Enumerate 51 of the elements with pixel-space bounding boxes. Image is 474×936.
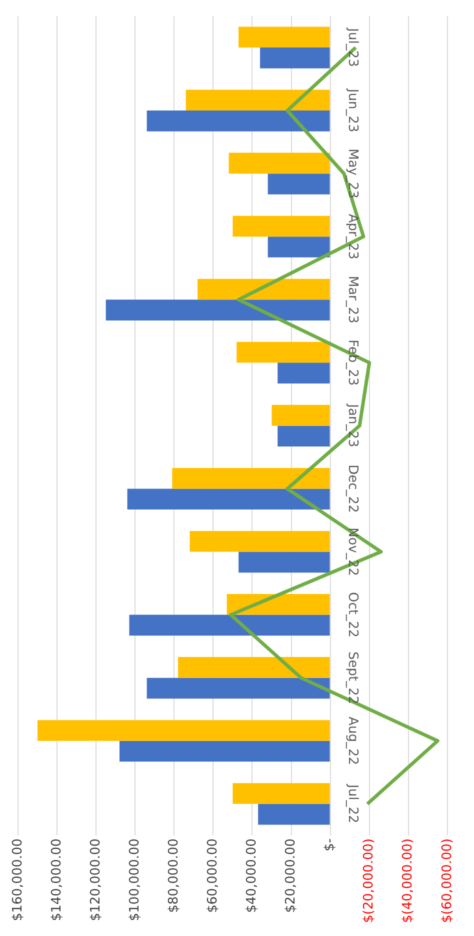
y-tick-label: Sept_22	[344, 652, 360, 704]
y-tick-label: May_23	[344, 148, 360, 199]
bar	[178, 657, 330, 678]
y-tick-label: Apr_23	[344, 214, 360, 260]
y-tick-label: Nov_22	[344, 528, 360, 576]
bar	[268, 236, 330, 258]
bar	[238, 552, 330, 573]
x-tick-label: $(60,000.00)	[440, 838, 455, 923]
bar	[268, 174, 330, 194]
bar	[232, 783, 330, 804]
x-tick-label: $(20,000.00)	[362, 838, 377, 923]
bar	[278, 426, 330, 447]
bar	[238, 26, 330, 48]
bar	[198, 278, 330, 300]
x-tick-label: $160,000.00	[10, 838, 26, 922]
bar	[228, 152, 330, 174]
bar	[106, 300, 330, 320]
x-tick-label: $140,000.00	[49, 838, 64, 922]
bar	[129, 614, 330, 636]
bar	[272, 404, 330, 426]
x-tick-label: $80,000.00	[166, 838, 182, 913]
x-tick-label: $(40,000.00)	[400, 838, 416, 923]
y-tick-label: Dec_22	[344, 464, 360, 513]
bar	[232, 216, 330, 237]
x-tick-label: $120,000.00	[88, 838, 104, 922]
bar	[226, 594, 330, 615]
bar	[278, 362, 330, 384]
bar	[127, 488, 330, 510]
x-tick-label: $-	[322, 838, 338, 852]
y-tick-label: Jul_23	[344, 27, 360, 67]
y-tick-label: Jan_23	[344, 403, 360, 448]
bar	[236, 342, 330, 363]
bar	[172, 468, 330, 489]
y-tick-label: Aug_22	[344, 716, 360, 766]
bar	[146, 678, 330, 699]
x-tick-label: $60,000.00	[206, 838, 221, 913]
bar	[258, 804, 330, 825]
y-tick-label: Oct_22	[344, 592, 360, 638]
bar	[119, 740, 330, 762]
y-tick-label: Jun_23	[344, 88, 360, 132]
y-tick-label: Jul_22	[344, 784, 360, 824]
x-tick-label: $40,000.00	[244, 838, 260, 913]
y-tick-label: Feb_23	[344, 340, 360, 386]
x-tick-label: $20,000.00	[284, 838, 299, 913]
bar	[190, 530, 330, 552]
y-tick-label: Mar_23	[344, 276, 360, 324]
bar	[38, 720, 330, 741]
bar	[146, 110, 330, 132]
bar	[260, 48, 330, 68]
bar	[186, 90, 330, 111]
x-tick-label: $100,000.00	[127, 838, 142, 922]
